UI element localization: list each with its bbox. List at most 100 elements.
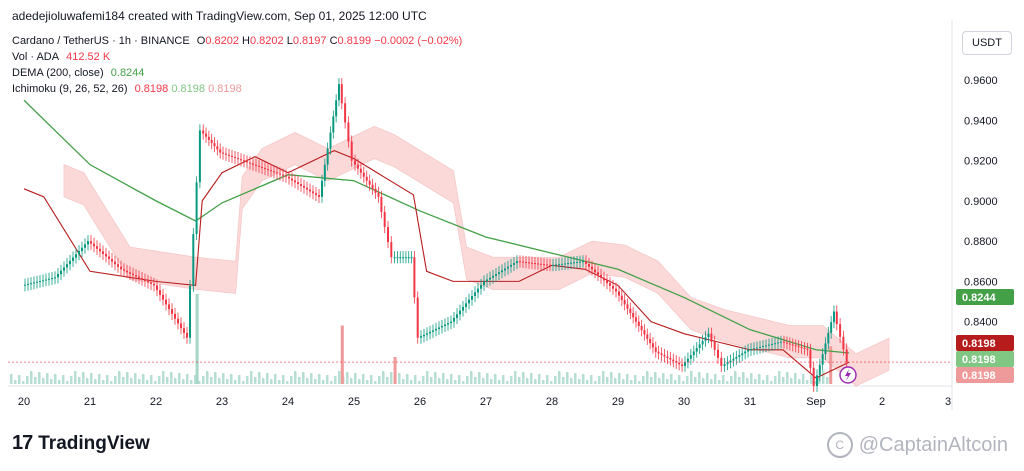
candle-body [87,241,89,245]
volume-bar [102,380,105,384]
candle-body [213,143,216,147]
volume-bar [762,380,765,384]
candle-body [780,341,782,343]
volume-bar [426,371,429,384]
volume-bar [778,371,781,384]
candle-body [57,274,59,278]
volume-bar [726,381,729,384]
candle-body [270,170,272,172]
candle-body [462,306,464,311]
candle-body [105,253,107,257]
candle-body [672,359,675,362]
candle-body [717,349,719,358]
candle-body [36,281,38,283]
volume-bar [166,377,169,384]
candle-body [591,266,593,270]
candle-body [399,257,402,259]
candle-body [824,343,827,355]
candle-body [435,328,437,331]
dema-label[interactable]: DEMA (200, close) [12,67,104,79]
candle-body [765,345,767,347]
volume-bar [290,376,293,384]
candle-body [279,173,281,175]
candle-body [489,277,491,280]
candle-body [432,330,434,332]
volume-bar [798,379,801,384]
candle-body [495,274,497,276]
y-tick-label: 0.9000 [964,196,998,208]
candle-body [285,175,287,177]
volume-bar [350,378,353,384]
candle-body [594,269,596,273]
candle-body [707,333,710,338]
volume-bar [690,371,693,384]
tradingview-logo[interactable]: 17 TradingView [12,432,150,455]
candle-body [609,283,611,286]
volume-bar [154,381,157,384]
ichimoku-cloud [63,125,890,387]
candle-body [102,251,104,254]
candle-body [420,336,422,338]
y-tick-label: 0.9200 [964,156,998,168]
volume-bar [666,379,669,384]
volume-bar [806,380,809,384]
candle-body [783,341,785,343]
x-tick-label: 25 [348,396,360,408]
candle-body [228,154,230,156]
candle-body [202,130,205,134]
ichimoku-label[interactable]: Ichimoku (9, 26, 52, 26) [12,83,128,95]
volume-bar [114,376,117,384]
candle-body [744,351,747,354]
volume-spike-bar [195,294,199,384]
candle-body [684,362,686,366]
candle-body [695,347,698,352]
volume-bar [670,374,673,384]
candle-body [78,251,80,255]
candle-body [800,347,803,349]
candle-body [753,348,755,350]
volume-bar [230,374,233,384]
candle-body [558,264,560,266]
candle-body [570,262,572,264]
candle-body [240,159,242,161]
symbol-name[interactable]: Cardano / TetherUS · 1h · BINANCE [12,35,190,47]
price-label-tag [956,335,1014,351]
volume-bar [542,380,545,384]
candle-body [183,328,185,333]
candle-body [663,354,666,357]
volume-bar [722,375,725,384]
candle-body [747,349,750,352]
candle-body [447,323,449,325]
candle-body [537,263,539,265]
candle-body [309,189,311,192]
candle-body [329,132,332,149]
candle-body [519,261,521,263]
x-tick-label: 24 [282,396,294,408]
candle-body [423,334,425,337]
candle-body [72,257,74,261]
candle-body [726,362,729,365]
volume-bar [826,377,829,384]
volume-bar [106,375,109,384]
volume-bar [242,381,245,384]
candle-body [189,285,191,338]
candle-body [678,362,681,365]
candle-body [48,278,50,280]
volume-bar [34,377,37,384]
volume-bar [278,380,281,384]
volume-bar [414,375,417,384]
volume-bar [202,376,205,384]
candle-body [354,160,356,165]
candle-body [809,349,812,368]
volume-bar [214,372,217,384]
volume-bar [694,377,697,384]
volume-label[interactable]: Vol · ADA [12,51,60,63]
volume-bar [134,373,137,384]
volume-bar [814,381,817,384]
candle-body [365,176,368,181]
candle-body [657,351,660,354]
candle-body [186,332,188,338]
volume-bar [66,381,69,384]
currency-button[interactable]: USDT [962,31,1012,55]
